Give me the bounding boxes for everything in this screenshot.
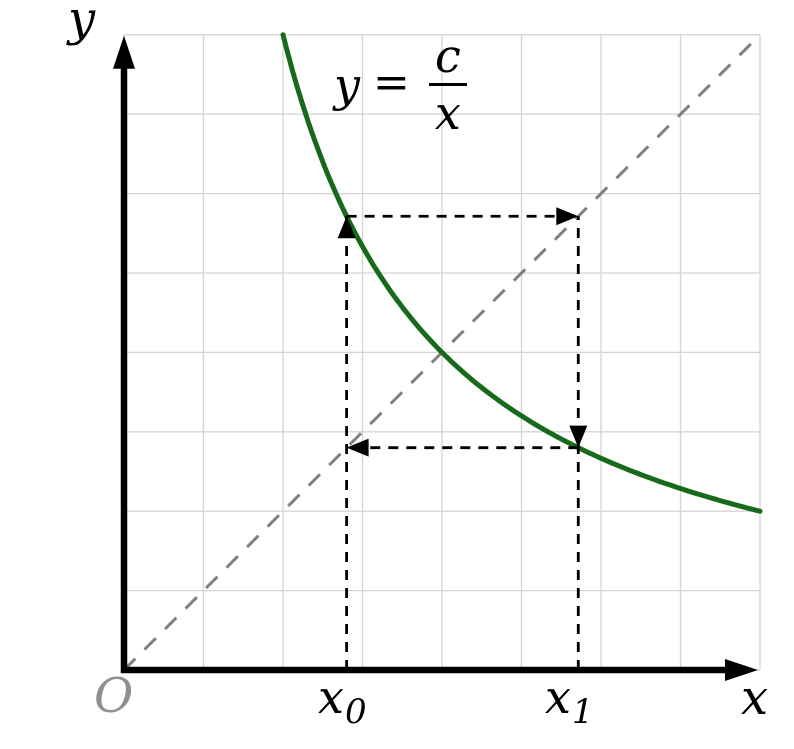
- x0-tick-label: x0: [318, 674, 367, 729]
- equation-label: y = c x: [334, 33, 467, 136]
- origin-label: O: [94, 668, 134, 724]
- fraction: c x: [428, 29, 467, 140]
- x1-subscript: 1: [571, 692, 594, 732]
- equation-lhs: y: [334, 57, 360, 112]
- fraction-denominator: x: [434, 86, 461, 140]
- fraction-numerator: c: [434, 29, 461, 83]
- fraction-bar: [428, 83, 467, 86]
- x0-subscript: 0: [344, 692, 367, 732]
- x1-base: x: [545, 670, 571, 724]
- x1-tick-label: x1: [545, 674, 594, 729]
- y-axis-label: y: [68, 0, 96, 47]
- x-axis-label: x: [741, 670, 769, 726]
- equals-sign: =: [373, 56, 410, 108]
- x0-base: x: [318, 670, 344, 724]
